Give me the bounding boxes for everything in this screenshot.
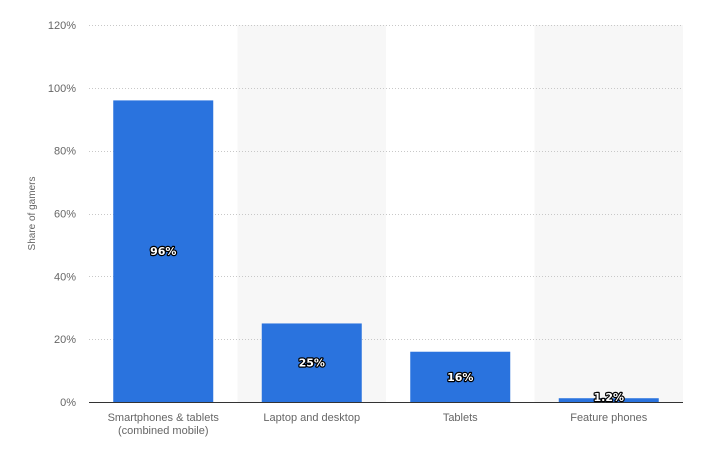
- y-tick-label: 100%: [48, 83, 76, 95]
- x-tick-label-line: Smartphones & tablets: [108, 412, 220, 424]
- x-tick-label-line: Feature phones: [570, 412, 648, 424]
- x-tick-label: Feature phones: [570, 412, 648, 424]
- x-tick-label-line: (combined mobile): [118, 425, 208, 437]
- x-tick-label: Smartphones & tablets (combined mobile): [108, 412, 220, 437]
- bar: [410, 351, 511, 402]
- bar: [558, 398, 659, 402]
- background-band: [534, 25, 683, 402]
- y-axis-ticks: 0% 20% 40% 60% 80% 100% 120%: [48, 20, 76, 409]
- bar: [113, 100, 214, 403]
- bar: [261, 323, 362, 402]
- x-tick-label: Tablets: [443, 412, 478, 424]
- x-axis-ticks: Smartphones & tablets (combined mobile) La…: [108, 412, 648, 437]
- data-label: 1.2%: [593, 391, 624, 404]
- data-label: 25%: [299, 357, 325, 370]
- y-tick-label: 60%: [54, 209, 76, 221]
- data-label: 96%: [150, 245, 176, 258]
- data-labels-group: 96% 25% 16% 1.2%: [149, 244, 625, 405]
- y-axis-title: Share of gamers: [27, 177, 38, 251]
- x-tick-label-line: Tablets: [443, 412, 478, 424]
- y-tick-label: 120%: [48, 20, 76, 32]
- bars-group: [113, 100, 659, 403]
- y-tick-label: 80%: [54, 146, 76, 158]
- data-label: 16%: [447, 371, 473, 384]
- y-tick-label: 40%: [54, 271, 76, 283]
- y-tick-label: 0%: [60, 397, 76, 409]
- y-tick-label: 20%: [54, 334, 76, 346]
- x-tick-label: Laptop and desktop: [263, 412, 360, 424]
- x-tick-label-line: Laptop and desktop: [263, 412, 360, 424]
